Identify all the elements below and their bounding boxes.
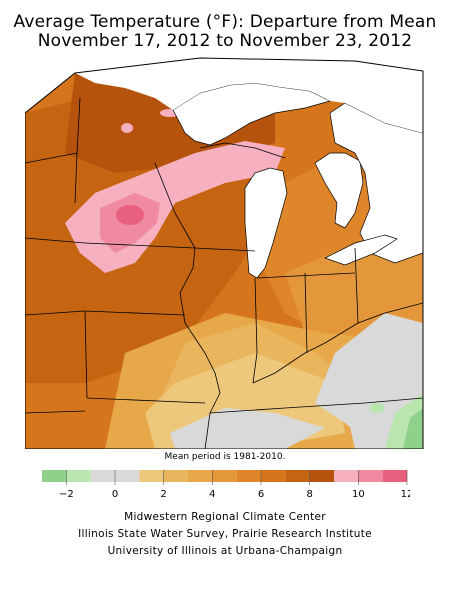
legend-swatch — [42, 470, 67, 482]
canada-north — [75, 58, 423, 133]
color-scale-legend: −2 0 2 4 6 8 10 12 — [42, 470, 410, 500]
legend-tick-label: −2 — [59, 489, 74, 500]
legend-swatch — [285, 470, 310, 482]
boundary-kansas-missouri — [84, 310, 88, 399]
lake-huron — [314, 152, 364, 229]
legend-swatch — [236, 470, 261, 482]
legend-tick-label: 8 — [306, 489, 312, 500]
lake-erie — [324, 234, 398, 266]
credit-mrcc: Midwestern Regional Climate Center — [124, 511, 326, 523]
legend-tick-label: 4 — [209, 489, 215, 500]
boundary-michigan-indiana-ohio — [256, 272, 356, 279]
departure-band-below-normal-core — [403, 408, 423, 449]
boundary-indiana-ohio — [304, 272, 308, 354]
legend-tick-label: 12 — [401, 489, 410, 500]
departure-spot-below-normal — [369, 403, 385, 413]
legend-swatch — [163, 470, 188, 482]
legend-swatches — [42, 470, 407, 482]
map-frame — [25, 57, 424, 449]
legend-tick-labels: −2 0 2 4 6 8 10 12 — [59, 470, 410, 500]
boundary-minnesota-iowa — [84, 242, 196, 249]
legend-swatch — [188, 470, 213, 482]
state-boundaries — [25, 97, 423, 449]
legend-tick-label: 6 — [258, 489, 264, 500]
legend-swatch — [382, 470, 407, 482]
departure-spot-9-10-north — [121, 123, 133, 133]
credit-isws: Illinois State Water Survey, Prairie Res… — [78, 528, 372, 540]
boundary-mississippi-river — [184, 322, 221, 449]
map-title: Average Temperature (°F): Departure from… — [13, 12, 437, 32]
legend-swatch — [334, 470, 359, 482]
departure-band-0-1-south — [170, 408, 325, 449]
temperature-departure-map — [25, 57, 424, 449]
boundary-illinois-indiana — [252, 277, 258, 384]
boundary-minnesota-wisconsin — [154, 162, 196, 249]
boundary-upper-peninsula — [199, 142, 286, 159]
boundary-wisconsin-illinois — [194, 247, 256, 252]
boundary-kentucky-tennessee — [209, 397, 423, 414]
boundary-missouri-arkansas — [86, 397, 206, 404]
mean-period-note: Mean period is 1981-2010. — [164, 452, 286, 462]
legend-swatch — [309, 470, 334, 482]
legend-tick-label: 0 — [112, 489, 118, 500]
legend-tick-label: 10 — [352, 489, 365, 500]
boundary-sd-nebraska — [25, 237, 86, 244]
legend-swatch — [115, 470, 140, 482]
legend-swatch — [66, 470, 91, 482]
boundary-ohio-pennsylvania — [354, 247, 359, 324]
boundary-ohio-river — [252, 322, 359, 384]
georgian-bay-and-ontario — [329, 102, 423, 264]
boundary-west-virginia — [357, 302, 423, 324]
boundary-nebraska-kansas — [25, 310, 86, 316]
legend-swatch — [358, 470, 383, 482]
boundary-iowa-missouri — [84, 310, 186, 316]
legend-swatch — [212, 470, 237, 482]
boundary-nd-sd — [25, 152, 78, 164]
boundary-iowa-illinois — [179, 247, 196, 324]
lake-michigan — [244, 167, 288, 279]
boundary-southern-edge — [25, 410, 86, 414]
credit-uiuc: University of Illinois at Urbana-Champai… — [107, 545, 343, 557]
departure-spot-11-12-warm — [116, 205, 144, 225]
legend-swatch — [261, 470, 286, 482]
legend-swatch — [90, 470, 115, 482]
map-date-range: November 17, 2012 to November 23, 2012 — [37, 31, 413, 51]
legend-tick-label: 2 — [160, 489, 166, 500]
legend-swatch — [139, 470, 164, 482]
